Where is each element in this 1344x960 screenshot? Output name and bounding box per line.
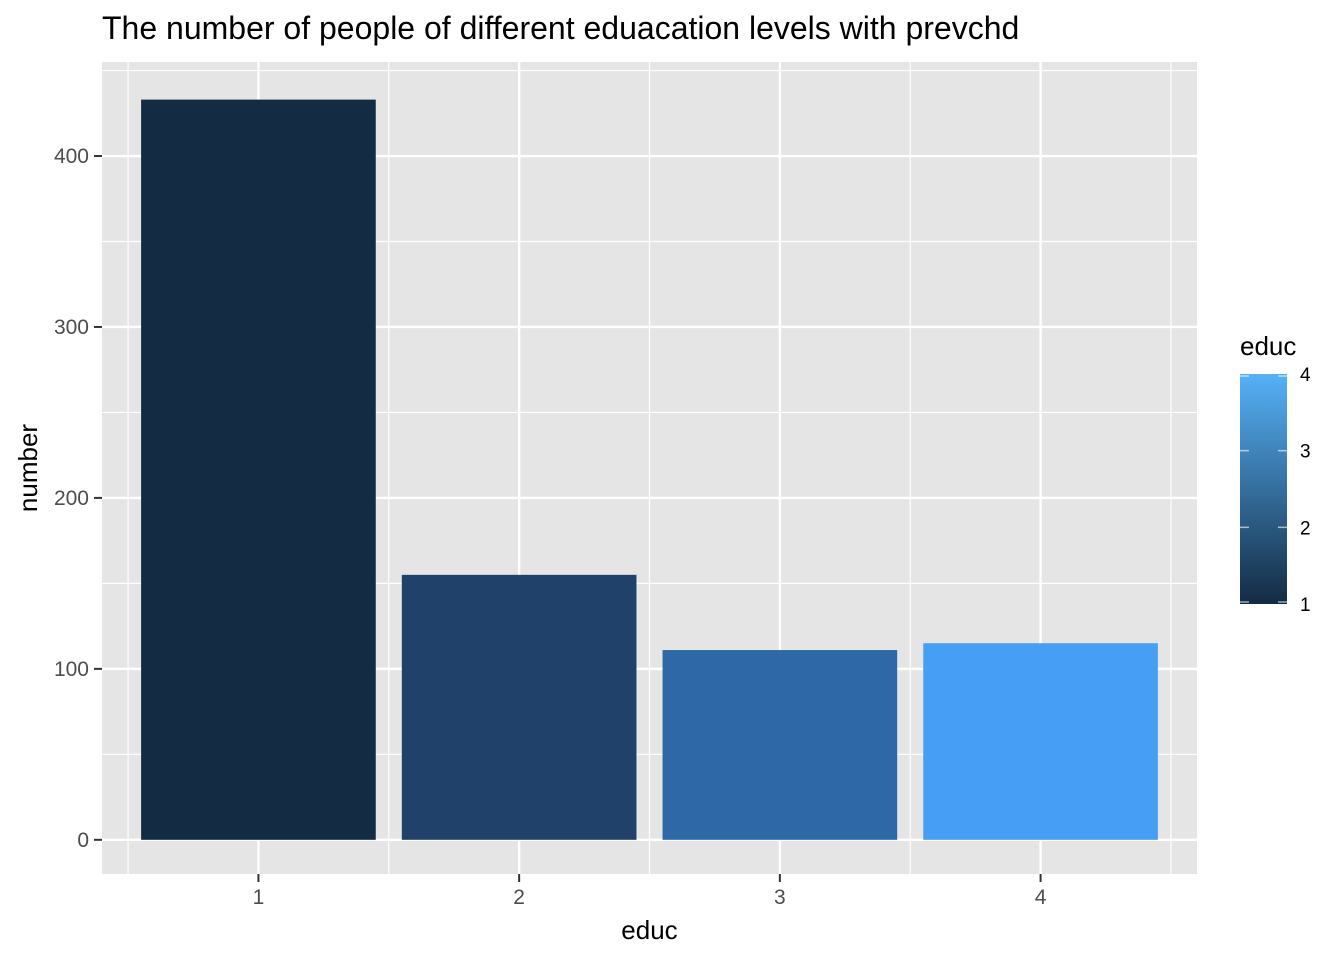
chart-title: The number of people of different eduaca…: [102, 10, 1019, 46]
legend-title: educ: [1240, 331, 1296, 361]
x-axis-label: educ: [621, 915, 677, 945]
y-tick-label: 200: [54, 487, 89, 510]
legend-ticks: 1 2 3 4: [1240, 365, 1311, 616]
y-tick-label: 100: [54, 658, 89, 681]
legend-tick-label: 4: [1300, 365, 1311, 386]
y-tick-label: 400: [54, 145, 89, 168]
x-tick-label: 1: [253, 886, 265, 909]
legend-colorbar: [1240, 374, 1287, 604]
y-axis-label: number: [13, 424, 43, 512]
legend-tick-label: 2: [1300, 518, 1311, 539]
y-tick-label: 300: [54, 316, 89, 339]
bar-educ-2: [401, 574, 637, 840]
legend: educ 1 2 3 4: [1240, 331, 1311, 616]
bars: [141, 99, 1158, 840]
x-axis: 1 2 3 4: [253, 874, 1047, 909]
bar-educ-4: [923, 643, 1158, 840]
y-tick-label: 0: [77, 829, 89, 852]
legend-tick-label: 3: [1300, 442, 1311, 463]
legend-tick-label: 1: [1300, 595, 1311, 616]
x-tick-label: 4: [1035, 886, 1047, 909]
x-tick-label: 3: [774, 886, 786, 909]
bar-educ-3: [662, 650, 898, 840]
x-tick-label: 2: [513, 886, 525, 909]
bar-educ-1: [141, 99, 376, 840]
y-axis: 0 100 200 300 400: [54, 145, 102, 852]
